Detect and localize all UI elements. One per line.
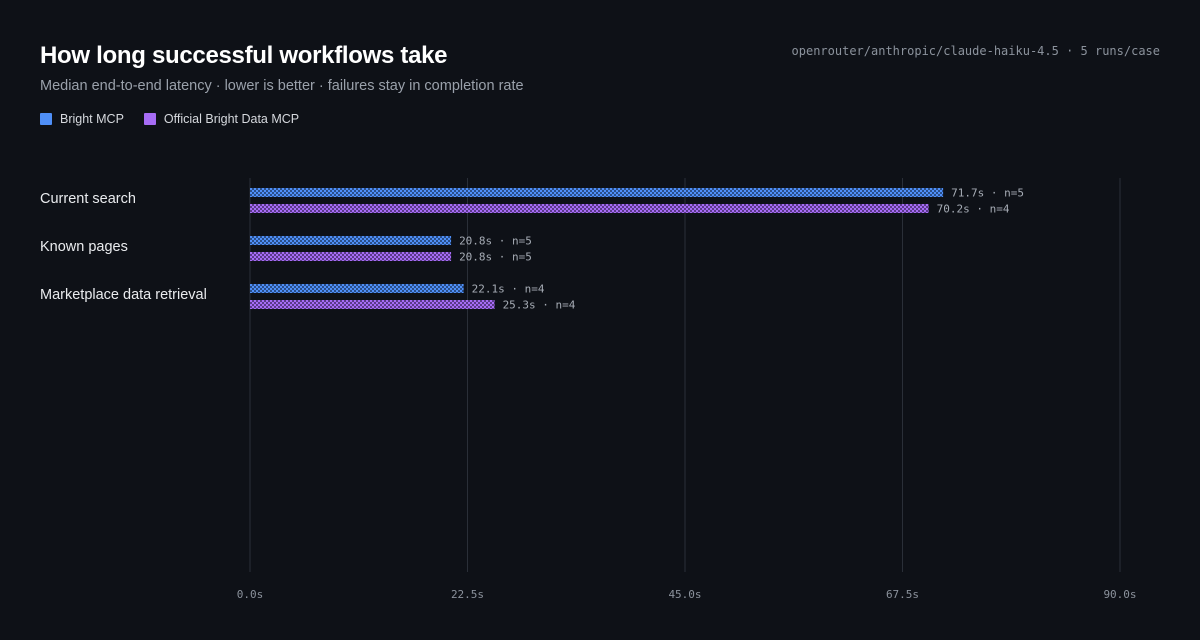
bar (250, 204, 929, 213)
x-tick-label: 0.0s (237, 588, 264, 601)
legend-label-official-bright-data-mcp: Official Bright Data MCP (163, 112, 300, 126)
bar (250, 252, 452, 261)
bar-value-label: 25.3s · n=4 (503, 299, 576, 312)
chart-subtitle: Median end-to-end latency · lower is bet… (40, 78, 524, 94)
bar-labels: 71.7s · n=5 70.2s · n=4 20.8s · n=5 20.8s ·… (459, 187, 1024, 312)
x-axis-ticks: 0.0s 22.5s 45.0s 67.5s 90.0s (237, 588, 1137, 601)
legend-swatch-bright-mcp (40, 113, 52, 125)
bar-value-label: 20.8s · n=5 (459, 235, 532, 248)
bar (250, 236, 452, 245)
bar (250, 300, 495, 309)
legend-item-official-bright-data-mcp: Official Bright Data MCP (143, 112, 300, 126)
bar-value-label: 71.7s · n=5 (951, 187, 1024, 200)
bar-value-label: 70.2s · n=4 (937, 203, 1010, 216)
category-label-current-search: Current search (40, 191, 136, 207)
category-label-marketplace-data-retrieval: Marketplace data retrieval (40, 287, 207, 303)
bar-value-label: 22.1s · n=4 (472, 283, 545, 296)
legend-item-bright-mcp: Bright MCP (40, 112, 124, 126)
x-tick-label: 90.0s (1103, 588, 1136, 601)
category-label-known-pages: Known pages (40, 239, 128, 255)
bar-value-label: 20.8s · n=5 (459, 251, 532, 264)
bars (250, 188, 944, 309)
run-meta: openrouter/anthropic/claude-haiku-4.5 · … (791, 44, 1160, 58)
legend-swatch-official-bright-data-mcp (143, 113, 156, 125)
bar (250, 188, 944, 197)
legend-label-bright-mcp: Bright MCP (60, 112, 124, 126)
x-tick-label: 67.5s (886, 588, 919, 601)
legend: Bright MCP Official Bright Data MCP (40, 112, 299, 126)
x-tick-label: 45.0s (668, 588, 701, 601)
bar (250, 284, 464, 293)
x-tick-label: 22.5s (451, 588, 484, 601)
chart-title: How long successful workflows take (40, 42, 448, 69)
